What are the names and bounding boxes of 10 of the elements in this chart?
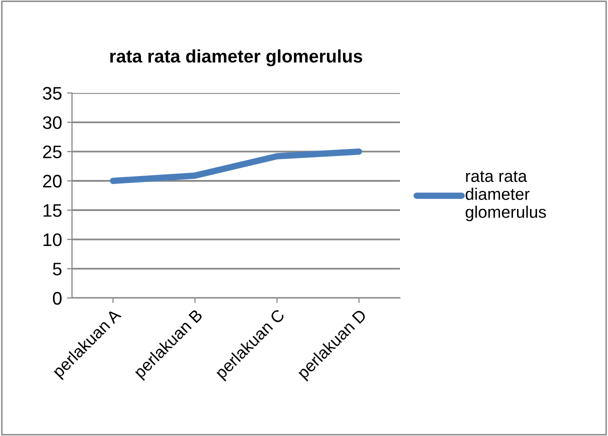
y-tick-label: 15 [44,204,62,217]
y-tick-label: 30 [42,116,62,130]
chart-title: rata rata diameter glomerulus [110,49,362,66]
y-tick-label: 0 [52,292,62,305]
y-tick-label: 10 [44,233,62,246]
legend-label: rata rata diameter glomerulus [466,171,546,222]
y-tick-label: 20 [43,174,62,188]
y-tick-label: 25 [43,146,62,158]
y-tick-label: 35 [42,86,62,100]
y-tick-label: 5 [52,262,62,276]
